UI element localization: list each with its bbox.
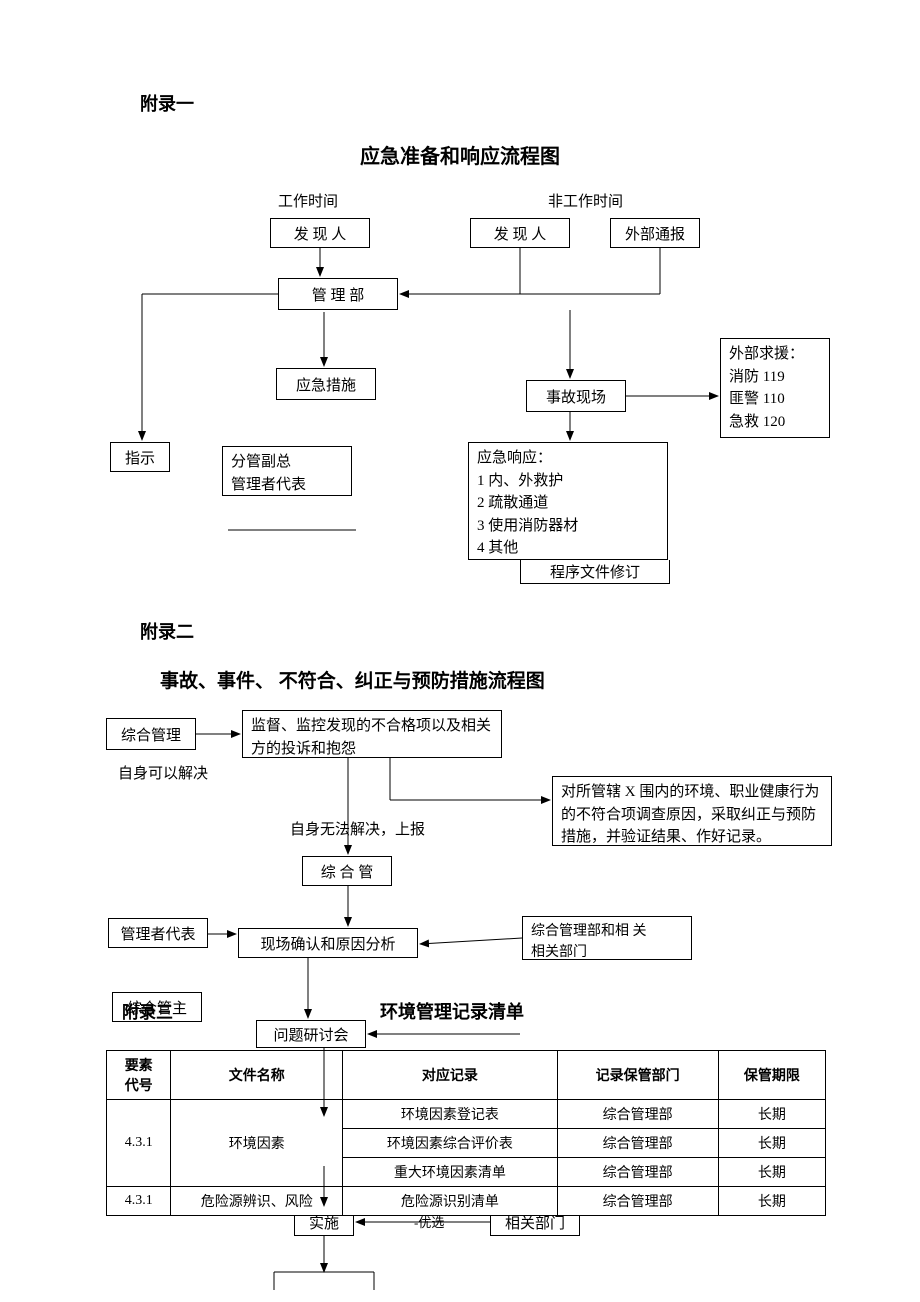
appendix1-heading: 附录一 [140,90,194,116]
th-dept: 记录保管部门 [557,1051,718,1100]
th-term: 保管期限 [718,1051,825,1100]
appendix3-heading: 附录三 [122,998,173,1023]
node-zhg: 综 合 管 [302,856,392,886]
label-nonworktime: 非工作时间 [548,190,623,211]
node-help: 外部求援： 消防 119 匪警 110 急救 120 [720,338,830,438]
label-selfsolve: 自身可以解决 [118,762,208,783]
appendix3-title: 环境管理记录清单 [380,998,524,1024]
appendix2-title: 事故、事件、 不符合、纠正与预防措施流程图 [160,666,545,693]
node-finder1: 发 现 人 [270,218,370,248]
node-finder2: 发 现 人 [470,218,570,248]
label-cannotsolve: 自身无法解决，上报 [290,818,425,839]
node-revise: 程序文件修订 [520,560,670,584]
page: 附录一 应急准备和响应流程图 工作时间 非工作时间 发 现 人 发 现 人 外部… [0,0,920,1302]
node-meeting: 问题研讨会 [256,1020,366,1048]
table-row: 4.3.1 环境因素 环境因素登记表 综合管理部 长期 [107,1100,826,1129]
th-record: 对应记录 [343,1051,558,1100]
appendix1-title: 应急准备和响应流程图 [0,140,920,169]
node-response: 应急响应： 1 内、外救护 2 疏散通道 3 使用消防器材 4 其他 [468,442,668,560]
node-mgmt: 管 理 部 [278,278,398,310]
node-scene: 事故现场 [526,380,626,412]
table-row: 4.3.1 危险源辨识、风险 危险源识别清单 综合管理部 长期 [107,1187,826,1216]
node-external: 外部通报 [610,218,700,248]
node-monitor: 监督、监控发现的不合格项以及相关方的投诉和抱怨 [242,710,502,758]
node-zhgldept: 综合管理部和相 关 相关部门 [522,916,692,960]
th-name: 文件名称 [171,1051,343,1100]
records-table: 要素 代号 文件名称 对应记录 记录保管部门 保管期限 4.3.1 环境因素 环… [106,1050,826,1216]
node-emergency: 应急措施 [276,368,376,400]
th-code: 要素 代号 [107,1051,171,1100]
node-confirm: 现场确认和原因分析 [238,928,418,958]
label-worktime: 工作时间 [278,190,338,211]
node-scope: 对所管辖 X 围内的环境、职业健康行为的不符合项调查原因，采取纠正与预防措施，并… [552,776,832,846]
table-header-row: 要素 代号 文件名称 对应记录 记录保管部门 保管期限 [107,1051,826,1100]
node-instruct: 指示 [110,442,170,472]
node-deputy: 分管副总 管理者代表 [222,446,352,496]
node-mgrrep: 管理者代表 [108,918,208,948]
appendix2-heading: 附录二 [140,618,194,644]
node-zhgl: 综合管理 [106,718,196,750]
